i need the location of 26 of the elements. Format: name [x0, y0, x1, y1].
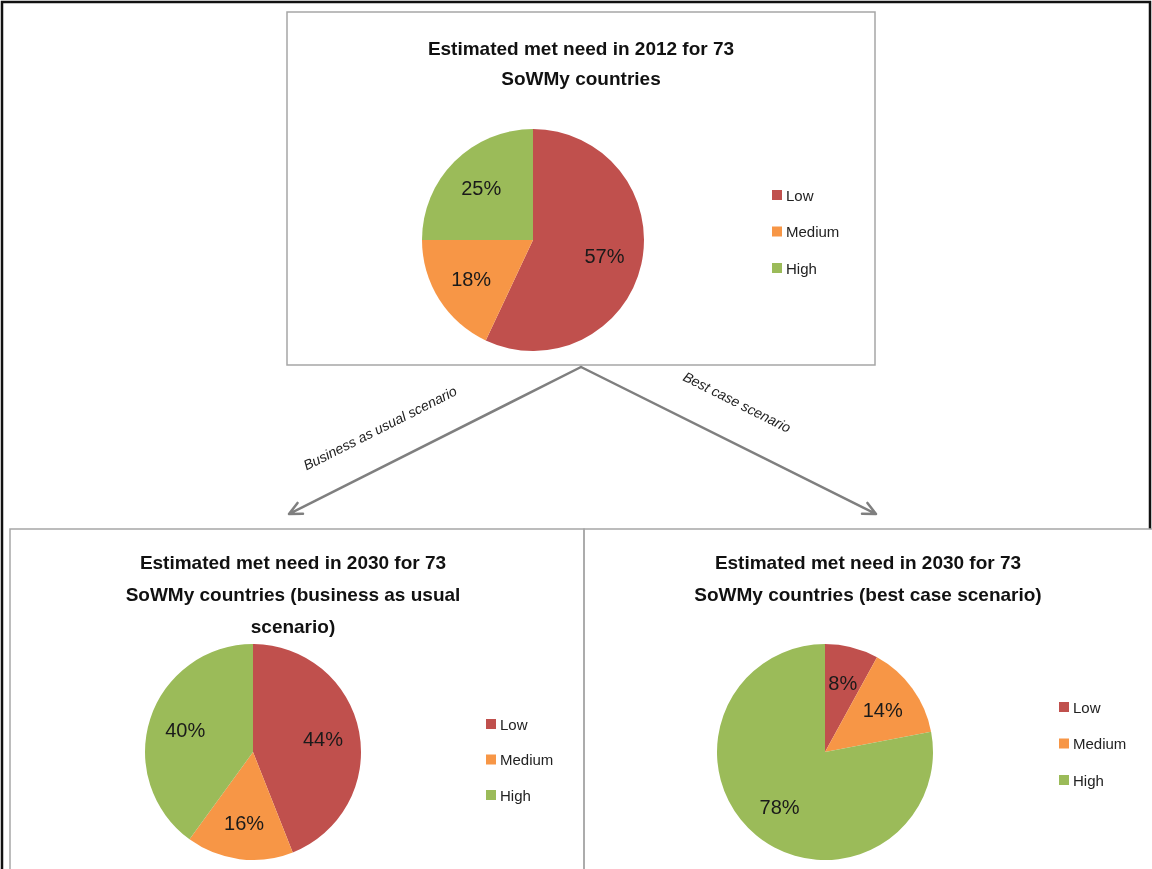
- data-label: 14%: [862, 699, 903, 722]
- pie-slice: [189, 752, 293, 860]
- data-label: 8%: [828, 671, 858, 694]
- pie-slice: [422, 129, 533, 240]
- data-label: 16%: [224, 811, 265, 834]
- chart-title: Estimated met need in 2012 for 73 SoWMy countries: [427, 38, 735, 89]
- legend-label: Low: [1073, 698, 1101, 716]
- data-label: 78%: [759, 795, 800, 818]
- data-label: 44%: [303, 727, 344, 750]
- data-label: 40%: [165, 718, 206, 741]
- legend-label: Medium: [1073, 735, 1127, 752]
- chart-title: Estimated met need in 2030 for 73 SoWMy countries (business as usual scenario): [125, 552, 461, 637]
- data-label: 57%: [584, 244, 625, 267]
- legend-label: High: [786, 259, 817, 277]
- legend-label: Medium: [500, 751, 554, 768]
- legend-label: Low: [786, 186, 814, 204]
- data-label: 18%: [451, 268, 492, 291]
- chart-title: Estimated met need in 2030 for 73 SoWMy countries (best case scenario): [694, 552, 1042, 605]
- data-label: 25%: [461, 177, 502, 200]
- pie-slice: [717, 644, 933, 860]
- legend-label: High: [1073, 771, 1104, 789]
- legend-label: High: [500, 786, 531, 804]
- pie-slice: [422, 240, 533, 341]
- legend-label: Medium: [786, 223, 840, 240]
- pie-slice: [825, 657, 932, 752]
- legend-label: Low: [500, 715, 528, 733]
